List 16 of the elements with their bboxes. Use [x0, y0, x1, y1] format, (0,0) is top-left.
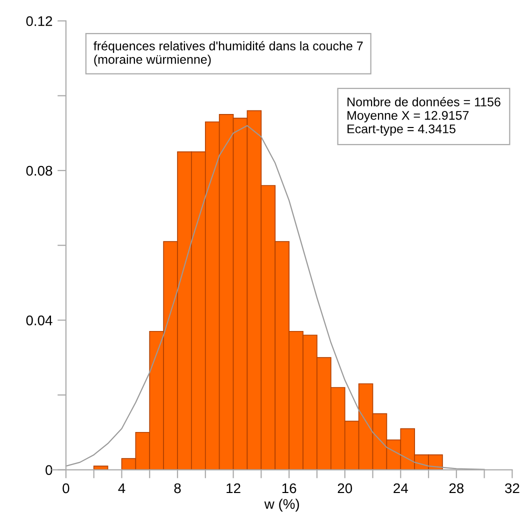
x-tick-label: 24 [394, 483, 408, 494]
x-tick-label: 8 [174, 483, 181, 494]
x-tick-label: 0 [62, 483, 70, 494]
text: fréquences relatives d'humidité dans la couche 7 (moraine würmienne) [94, 41, 363, 66]
y-tick-label: 0.12 [26, 16, 52, 26]
x-tick-label: 4 [118, 484, 126, 494]
y-tick-label: 0 [46, 465, 52, 475]
x-tick-label: 28 [449, 483, 464, 494]
annotation: Nombre de données = 1156 Moyenne X = 12.9157 Ecart-type = 4.3415 [348, 97, 500, 136]
x-tick-label: 12 [226, 483, 240, 494]
x-tick-label: 20 [338, 483, 352, 494]
x-tick-label: 32 [505, 483, 520, 494]
y-tick-label: 0.04 [26, 315, 52, 326]
y-tick-label: 0.08 [26, 166, 52, 176]
x-axis-title: w (%) [264, 498, 299, 512]
x-tick-label: 16 [282, 483, 296, 494]
